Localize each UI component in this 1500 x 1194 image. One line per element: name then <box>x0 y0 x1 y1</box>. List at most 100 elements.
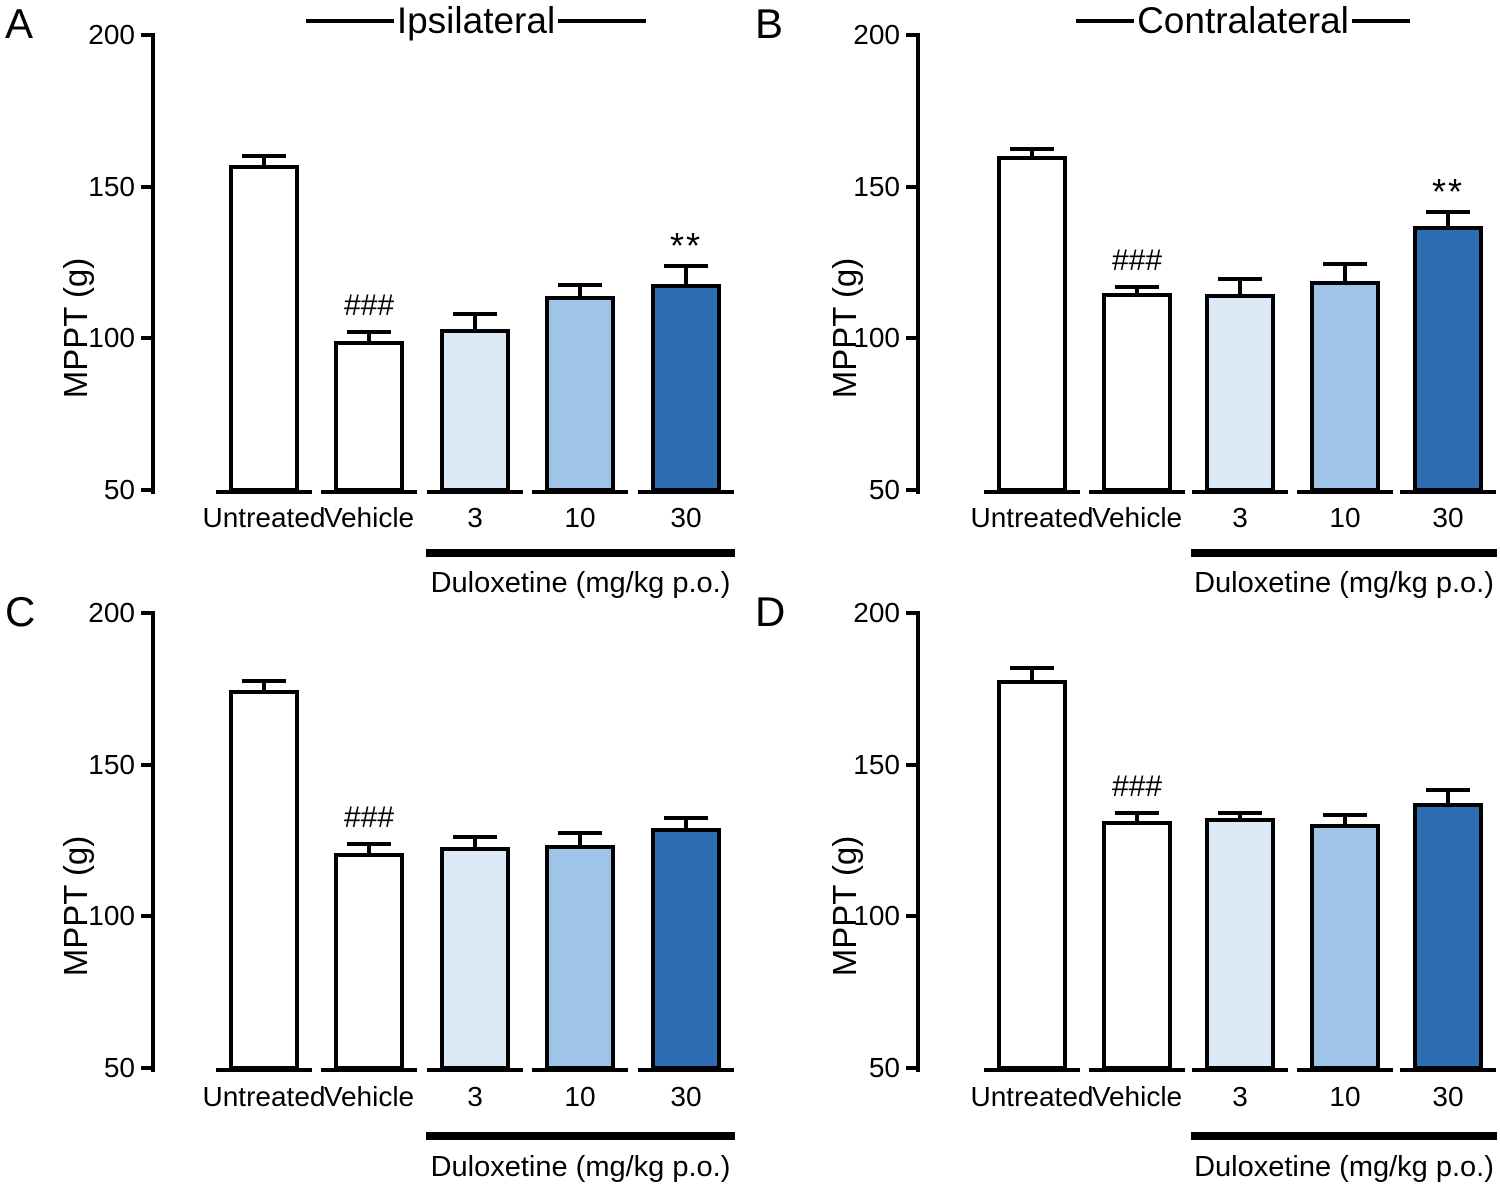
dose-group-line-B <box>1191 549 1497 557</box>
y-tick-label-50: 50 <box>868 1052 900 1083</box>
error-bar-cap-Vehicle <box>347 841 391 846</box>
y-tick-label-50: 50 <box>103 474 135 505</box>
y-axis-tick-100 <box>906 336 916 341</box>
y-axis-tick-200 <box>141 611 151 615</box>
y-tick-label-200: 200 <box>88 19 135 50</box>
dose-group-line-D <box>1191 1132 1497 1140</box>
y-axis-tick-100 <box>141 336 151 341</box>
error-bar-cap-Vehicle <box>1115 284 1159 289</box>
y-axis-tick-200 <box>906 33 916 37</box>
y-tick-label-150: 150 <box>88 748 135 780</box>
error-bar-cap-3 <box>1218 277 1262 282</box>
bar-vehicle <box>1102 820 1172 1070</box>
error-bar-30 <box>684 817 688 837</box>
bar-10 <box>1310 823 1380 1070</box>
x-tick-label-vehicle: Vehicle <box>323 502 415 533</box>
x-tick-label-vehicle: Vehicle <box>1091 502 1183 533</box>
sig-annotation-hash: ### <box>343 289 395 323</box>
error-bar-cap-3 <box>453 835 497 840</box>
bar-30 <box>1413 226 1483 492</box>
bar-untreated <box>997 679 1067 1070</box>
x-tick-label-vehicle: Vehicle <box>323 1081 415 1112</box>
x-tick-label-10: 10 <box>564 502 596 533</box>
error-bar-30 <box>684 265 688 292</box>
error-bar-cap-10 <box>558 830 602 835</box>
x-tick-label-30: 30 <box>670 502 702 533</box>
y-axis-tick-50 <box>906 1066 916 1070</box>
error-bar-Vehicle <box>367 843 371 861</box>
y-tick-label-50: 50 <box>103 1052 135 1083</box>
panel-title: Ipsilateral <box>396 0 556 41</box>
bar-30 <box>1413 802 1483 1070</box>
x-tick-label-10: 10 <box>1329 1081 1361 1112</box>
y-tick-label-50: 50 <box>868 474 900 505</box>
y-axis-tick-50 <box>906 488 916 492</box>
y-tick-label-200: 200 <box>853 597 900 628</box>
bar-baseline-10 <box>1297 1068 1393 1072</box>
error-bar-Vehicle <box>367 332 371 350</box>
error-bar-10 <box>1343 264 1347 289</box>
bar-baseline-untreated <box>984 1068 1080 1072</box>
error-bar-cap-Untreated <box>242 679 286 684</box>
error-bar-cap-10 <box>558 283 602 288</box>
y-tick-label-200: 200 <box>88 597 135 628</box>
bar-3 <box>440 329 510 492</box>
x-tick-label-3: 3 <box>1232 1081 1248 1112</box>
bar-3 <box>1205 294 1275 492</box>
bar-baseline-3 <box>427 1068 523 1072</box>
y-tick-label-100: 100 <box>88 900 135 932</box>
error-bar-Untreated <box>262 681 266 699</box>
panel-letter-C: C <box>5 588 36 635</box>
x-tick-label-vehicle: Vehicle <box>1091 1081 1183 1112</box>
title-line-left <box>306 19 394 23</box>
error-bar-cap-Vehicle <box>347 330 391 335</box>
y-axis-tick-150 <box>141 184 151 189</box>
error-bar-10 <box>1343 814 1347 832</box>
bar-3 <box>440 846 510 1070</box>
panel-title-wrap-B: Contralateral <box>1076 0 1410 42</box>
bar-baseline-untreated <box>984 490 1080 494</box>
error-bar-cap-Vehicle <box>1115 811 1159 816</box>
bar-baseline-10 <box>532 490 628 494</box>
dose-group-label-B: Duloxetine (mg/kg p.o.) <box>1194 567 1494 599</box>
bar-baseline-3 <box>1192 1068 1288 1072</box>
bar-10 <box>1310 280 1380 492</box>
error-bar-3 <box>1238 279 1242 303</box>
panel-title-wrap-A: Ipsilateral <box>306 0 647 42</box>
y-axis-tick-100 <box>141 914 151 919</box>
error-bar-cap-30 <box>664 263 708 268</box>
x-tick-label-10: 10 <box>564 1081 596 1112</box>
y-axis-line-D <box>916 611 920 1072</box>
error-bar-cap-30 <box>1426 788 1470 793</box>
bar-10 <box>545 295 615 492</box>
panel-title: Contralateral <box>1137 0 1349 41</box>
bar-untreated <box>229 165 299 492</box>
error-bar-cap-3 <box>1218 811 1262 816</box>
error-bar-cap-Untreated <box>242 154 286 159</box>
bar-untreated <box>229 690 299 1070</box>
error-bar-10 <box>578 832 582 854</box>
bar-30 <box>651 828 721 1070</box>
y-axis-tick-200 <box>906 611 916 615</box>
bar-baseline-vehicle <box>321 490 417 494</box>
x-tick-label-3: 3 <box>467 502 483 533</box>
panel-letter-B: B <box>755 0 784 47</box>
dose-group-label-C: Duloxetine (mg/kg p.o.) <box>430 1151 731 1183</box>
x-tick-label-30: 30 <box>670 1081 702 1112</box>
bar-baseline-10 <box>532 1068 628 1072</box>
y-axis-tick-200 <box>141 33 151 37</box>
bar-vehicle <box>334 852 404 1070</box>
error-bar-cap-3 <box>453 312 497 317</box>
bar-3 <box>1205 817 1275 1070</box>
error-bar-Untreated <box>262 156 266 174</box>
y-tick-label-100: 100 <box>88 322 135 354</box>
error-bar-Untreated <box>1030 667 1034 688</box>
y-tick-label-150: 150 <box>853 170 900 202</box>
y-axis-tick-150 <box>906 762 916 767</box>
error-bar-cap-30 <box>1426 210 1470 215</box>
error-bar-30 <box>1446 790 1450 811</box>
bar-baseline-untreated <box>216 490 312 494</box>
panel-letter-D: D <box>755 588 786 635</box>
bar-baseline-30 <box>638 1068 734 1072</box>
